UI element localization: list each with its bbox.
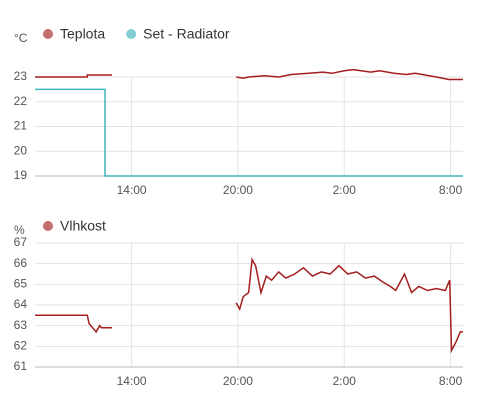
y-tick-label: 66 <box>14 256 28 270</box>
y-tick-label: 21 <box>14 119 28 133</box>
y-tick-label: 62 <box>14 339 28 353</box>
x-tick-label: 2:00 <box>333 183 357 197</box>
y-tick-label: 63 <box>14 318 28 332</box>
series-line <box>35 68 463 81</box>
legend-label: Teplota <box>60 26 105 42</box>
legend-label: Vlhkost <box>60 218 106 234</box>
legend-dot <box>43 29 53 39</box>
legend-label: Set - Radiator <box>143 26 230 42</box>
series-line <box>35 257 463 354</box>
legend-dot <box>126 29 137 39</box>
x-tick-label: 8:00 <box>439 374 463 388</box>
x-tick-label: 8:00 <box>439 183 463 197</box>
x-tick-label: 2:00 <box>333 374 357 388</box>
y-tick-label: 67 <box>14 235 28 249</box>
x-tick-label: 14:00 <box>117 374 147 388</box>
legend-dot <box>43 221 53 231</box>
y-tick-label: 22 <box>14 94 28 108</box>
y-tick-label: 64 <box>14 297 28 311</box>
y-tick-label: 19 <box>14 168 28 182</box>
y-tick-label: 23 <box>14 69 28 83</box>
x-tick-label: 20:00 <box>223 374 253 388</box>
y-tick-label: 61 <box>14 359 28 373</box>
series-line <box>35 88 463 177</box>
y-tick-label: 20 <box>14 143 28 157</box>
y-unit: °C <box>14 31 28 45</box>
y-unit: % <box>14 223 25 237</box>
x-tick-label: 20:00 <box>223 183 253 197</box>
y-tick-label: 65 <box>14 277 28 291</box>
x-tick-label: 14:00 <box>117 183 147 197</box>
